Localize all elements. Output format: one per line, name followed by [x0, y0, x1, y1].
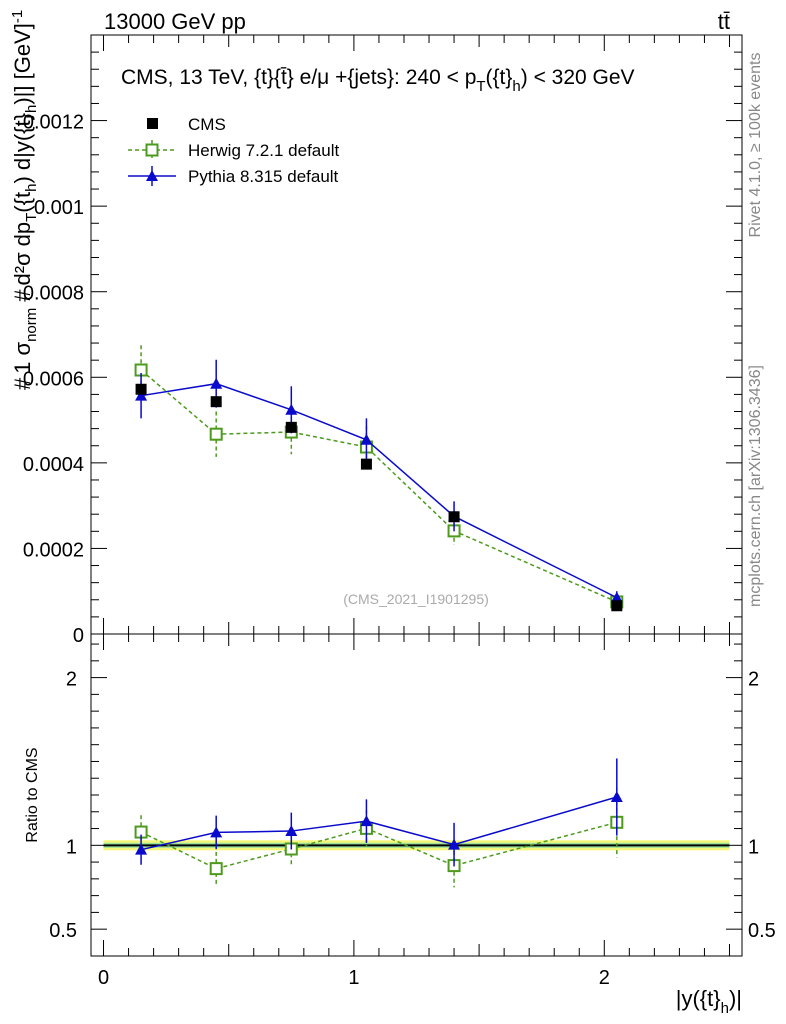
main-ytick-label: 0.0002 — [23, 539, 84, 561]
main-ytick-label: 0.0004 — [23, 454, 84, 476]
ratio-pythia-point — [210, 826, 223, 838]
ratio-xtick-label: 0 — [98, 967, 109, 989]
main-pythia-point — [610, 591, 623, 603]
ratio-pythia-point — [135, 843, 148, 855]
main-plot-layer: 0 0.0002 0.0004 0.0006 0.0008 0.001 0.0012 — [23, 35, 742, 647]
legend-herwig-marker — [145, 143, 159, 157]
main-pythia-point — [135, 389, 148, 401]
header-left: 13000 GeV pp — [104, 9, 246, 34]
x-axis-label: |y({t}h)| — [676, 986, 742, 1017]
ratio-pythia-point — [610, 791, 623, 803]
ratio-ytick-label-left: 2 — [66, 669, 77, 691]
main-cms-point — [285, 421, 297, 433]
ratio-ylabel: Ratio to CMS — [24, 747, 41, 842]
ratio-ytick-label-right: 2 — [748, 669, 759, 691]
legend-cms-marker — [147, 118, 158, 129]
header-right: tt̄ — [718, 9, 730, 34]
legend-pythia-marker — [146, 170, 158, 181]
main-ytick-label: 0.0008 — [23, 283, 84, 305]
ratio-pythia-line — [140, 796, 618, 851]
ratio-pythia-point — [285, 825, 298, 837]
chart-title: CMS, 13 TeV, {t}{t̄} e/μ +{jets}: 240 < … — [121, 66, 635, 95]
main-ytick-label: 0.0012 — [23, 112, 84, 134]
main-cms-point — [135, 383, 147, 395]
main-cms-point — [611, 600, 623, 612]
main-ytick-label: 0.001 — [34, 197, 84, 219]
ratio-ytick-label-left: 1 — [66, 836, 77, 858]
legend: CMS Herwig 7.2.1 default Pythia 8.315 de… — [128, 115, 339, 186]
main-herwig-point — [209, 427, 223, 441]
main-pythia-point — [210, 377, 223, 389]
svg-text:#1σnorm#d²σdpT({th) d|y({t}h)|: #1σnorm#d²σdpT({th) d|y({t}h)|] [GeV]-1 — [9, 10, 40, 390]
ratio-plot-layer: 0 1 2 0.5 0.5 1 1 2 2 — [49, 634, 776, 989]
ratio-xtick-label: 2 — [599, 967, 610, 989]
rivet-label: Rivet 4.1.0, ≥ 100k events — [747, 53, 764, 238]
legend-cms-label: CMS — [188, 115, 226, 134]
main-cms-point — [210, 396, 222, 408]
main-ytick-label: 0 — [73, 625, 84, 647]
ratio-ytick-label-right: 0.5 — [748, 920, 776, 942]
main-cms-point — [448, 511, 460, 523]
main-ylabel: #1σnorm#d²σdpT({th) d|y({t}h)|] [GeV]-1 — [9, 10, 40, 390]
main-pythia-line — [140, 382, 618, 599]
ratio-xtick-label: 1 — [348, 967, 359, 989]
main-herwig-line — [140, 369, 618, 603]
legend-pythia-label: Pythia 8.315 default — [188, 167, 339, 186]
ratio-ytick-label-left: 0.5 — [49, 920, 77, 942]
main-pythia-point — [360, 433, 373, 445]
ratio-herwig-point — [209, 862, 223, 876]
ratio-pythia-point — [360, 815, 373, 827]
analysis-watermark: (CMS_2021_I1901295) — [343, 591, 489, 607]
main-pythia-point — [285, 403, 298, 415]
ratio-ytick-label-right: 1 — [748, 836, 759, 858]
main-ytick-label: 0.0006 — [23, 368, 84, 390]
mcplots-label: mcplots.cern.ch [arXiv:1306.3436] — [747, 365, 764, 607]
main-cms-point — [360, 458, 372, 470]
ratio-frame — [90, 633, 743, 957]
legend-herwig-label: Herwig 7.2.1 default — [188, 141, 339, 160]
ratio-pythia-point — [448, 838, 461, 850]
